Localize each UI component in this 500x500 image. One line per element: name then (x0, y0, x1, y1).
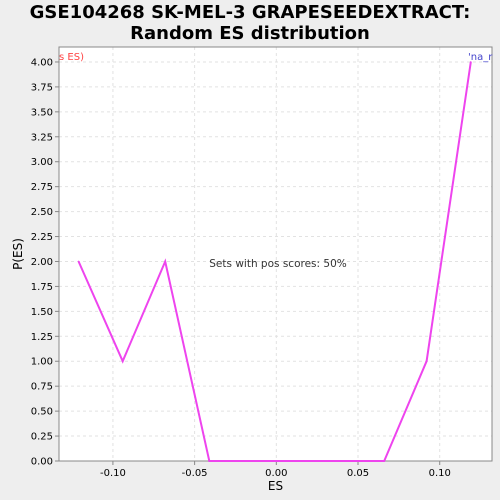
chart-title-line2: Random ES distribution (130, 23, 370, 44)
y-tick-label: 0.25 (31, 432, 53, 443)
x-axis-label: ES (268, 479, 283, 493)
y-tick-label: 3.50 (31, 107, 53, 118)
data-point (121, 360, 124, 363)
data-point (295, 460, 297, 462)
x-tick-label: 0.00 (265, 468, 287, 479)
data-point (208, 460, 211, 462)
corner-label-left: s ES) (59, 52, 84, 63)
grid (59, 47, 492, 462)
data-point (164, 260, 167, 263)
data-point (383, 460, 385, 462)
y-tick-label: 0.00 (31, 457, 53, 468)
y-axis-label: P(ES) (11, 238, 25, 270)
axes: 0.00 0.25 0.50 0.75 1.00 1.25 1.50 1.75 2.00 2.25… (31, 46, 493, 479)
x-tick-label: 0.05 (347, 468, 369, 479)
y-tick-label: 2.25 (31, 232, 53, 243)
y-tick-label: 2.75 (31, 182, 53, 193)
y-tick-label: 0.50 (31, 407, 53, 418)
data-point (339, 460, 341, 462)
y-tick-label: 3.00 (31, 157, 53, 168)
series-line (77, 61, 472, 462)
x-tick-label: -0.05 (182, 468, 208, 479)
y-tick-label: 1.50 (31, 307, 53, 318)
data-point (469, 61, 472, 63)
data-point (425, 360, 428, 363)
y-tick-label: 4.00 (31, 57, 53, 68)
y-tick-label: 2.00 (31, 257, 53, 268)
x-tick-label: 0.10 (429, 468, 451, 479)
x-tick-label: -0.10 (100, 468, 126, 479)
y-tick-label: 0.75 (31, 382, 53, 393)
series-layer (77, 61, 472, 462)
y-tick-label: 3.75 (31, 82, 53, 93)
y-tick-label: 1.75 (31, 282, 53, 293)
chart-title: GSE104268 SK-MEL-3 GRAPESEEDEXTRACT: Ran… (0, 2, 500, 44)
chart-title-line1: GSE104268 SK-MEL-3 GRAPESEEDEXTRACT: (29, 2, 471, 23)
y-tick-label: 1.25 (31, 332, 53, 343)
plot-area (58, 46, 493, 462)
y-tick-label: 2.50 (31, 207, 53, 218)
data-point (77, 260, 80, 263)
corner-label-right: 'na_r (468, 52, 493, 63)
data-point (252, 460, 255, 462)
pos-score-annotation: Sets with pos scores: 50% (209, 258, 346, 270)
y-tick-label: 3.25 (31, 132, 53, 143)
y-tick-label: 1.00 (31, 357, 53, 368)
